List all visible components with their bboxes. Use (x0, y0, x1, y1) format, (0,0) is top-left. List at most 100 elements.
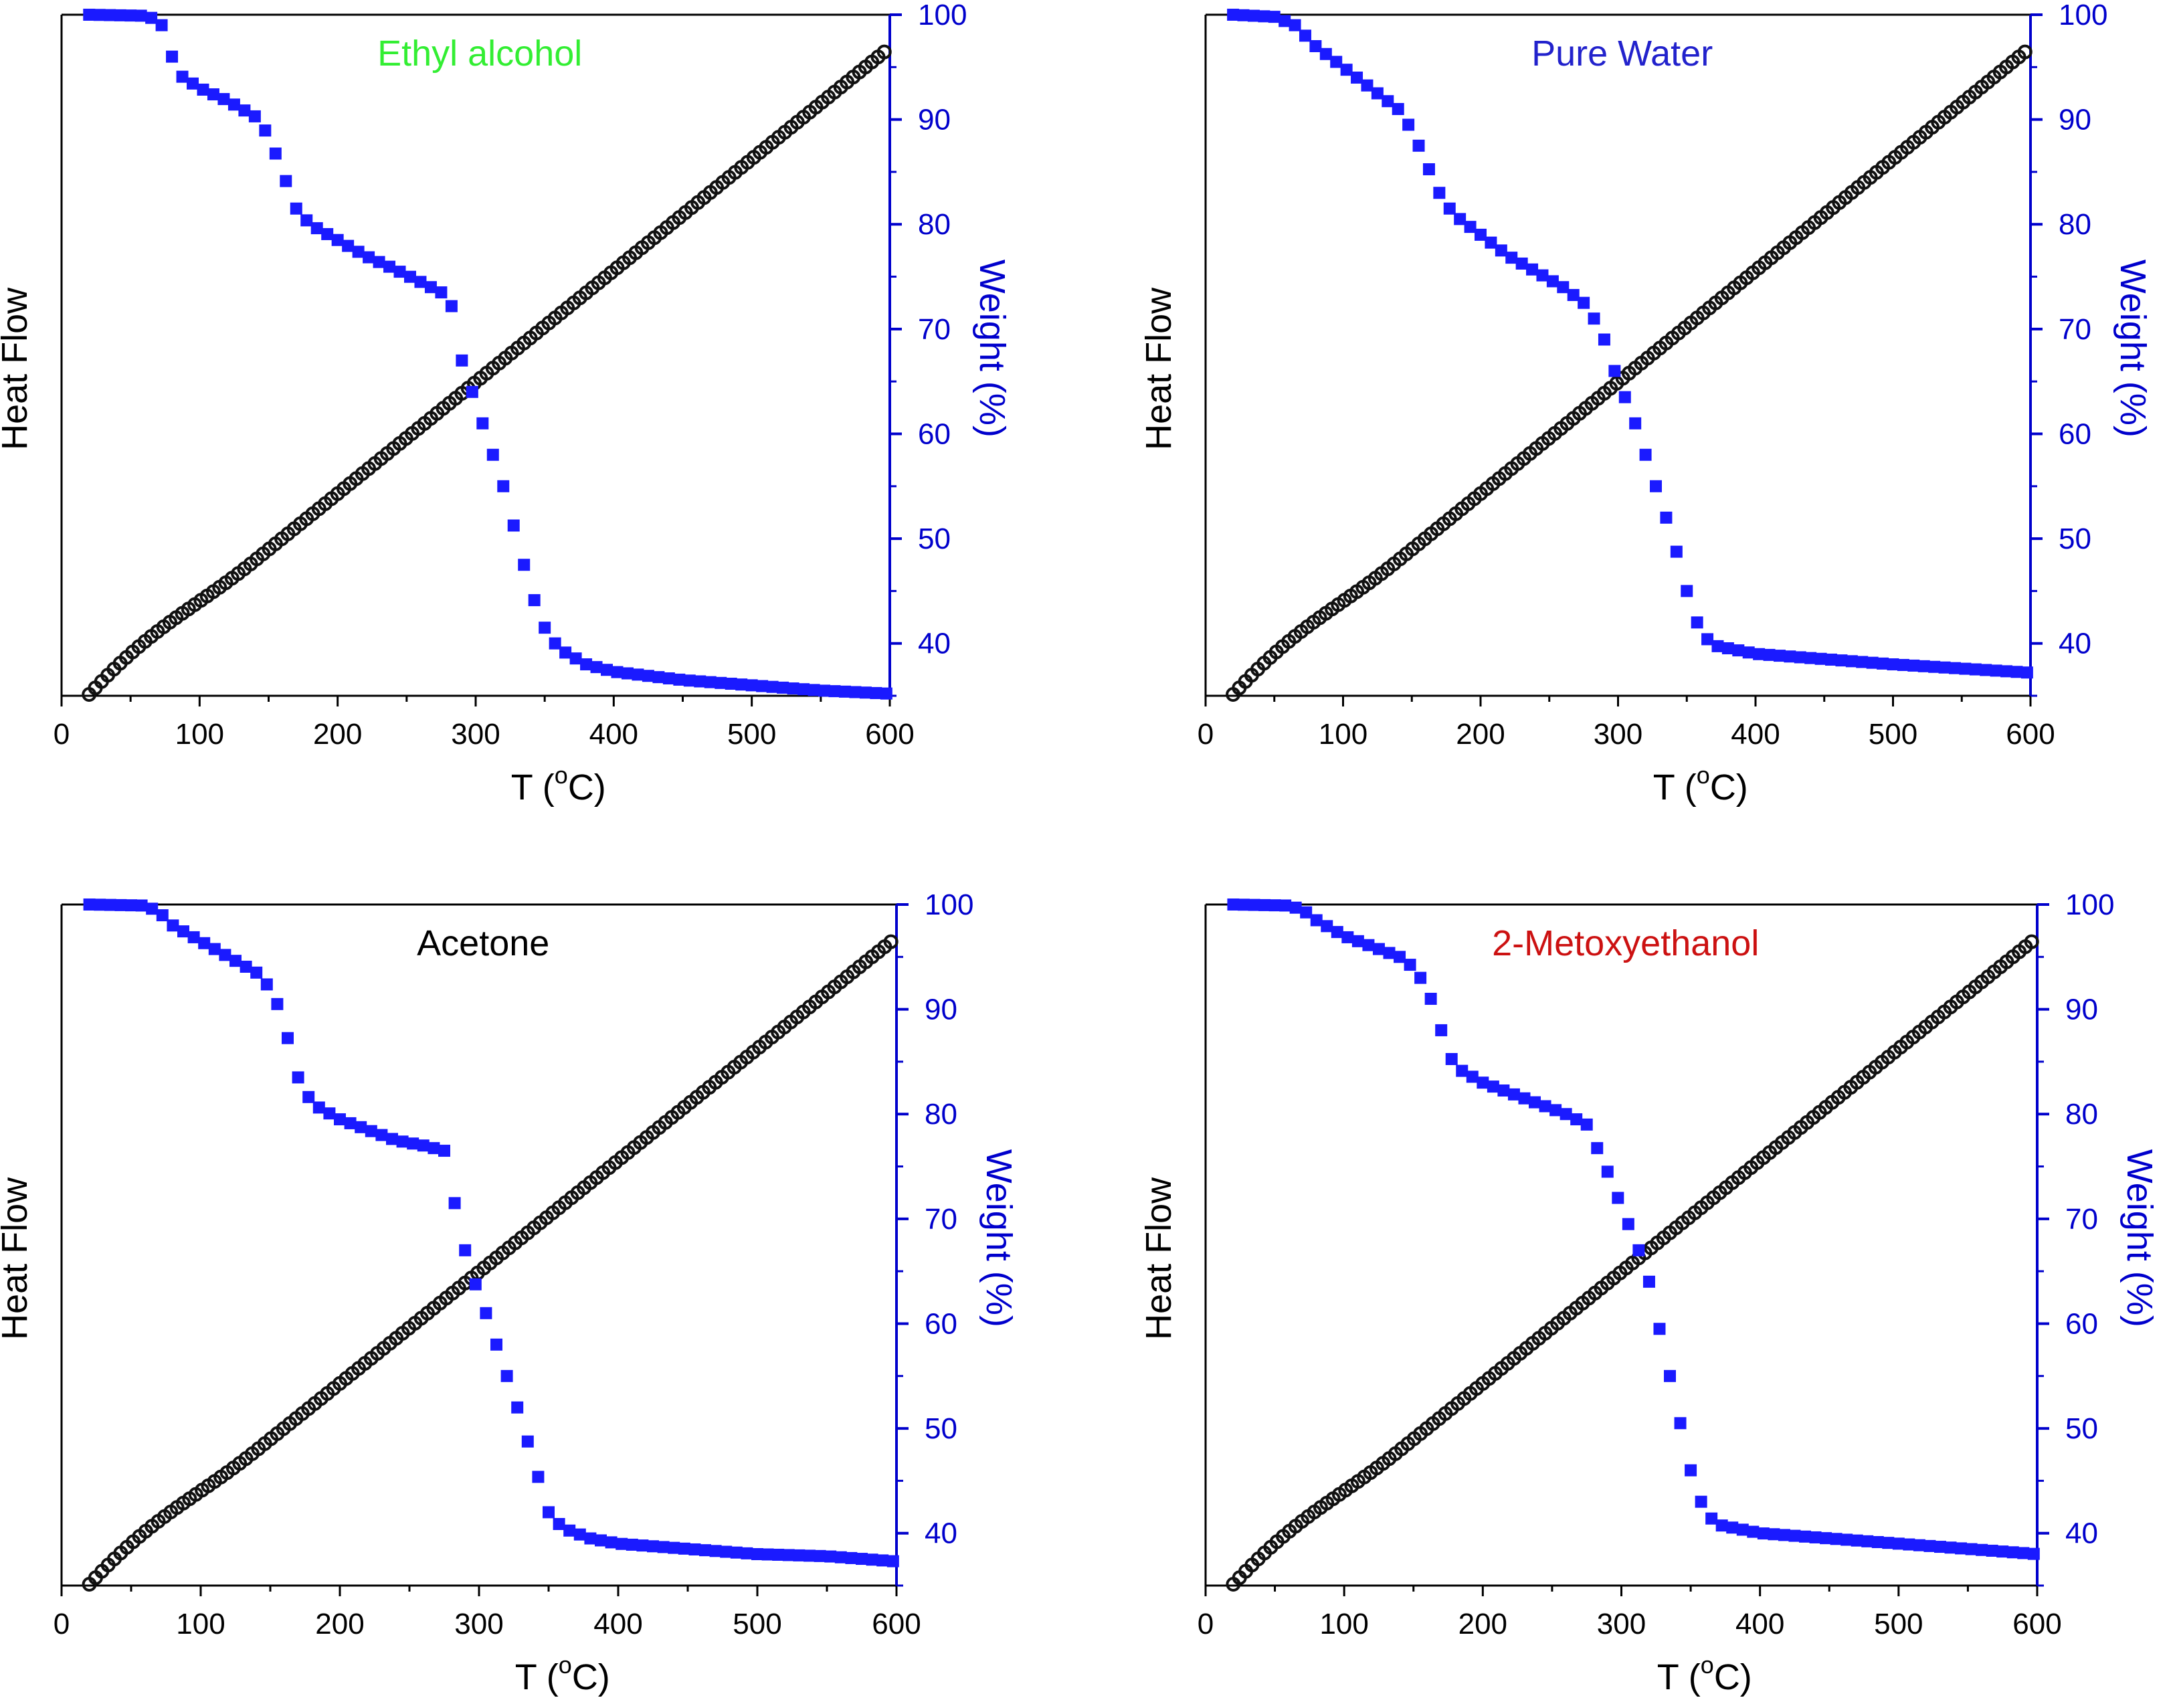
weight-point (1986, 1544, 1998, 1557)
weight-point (1372, 943, 1385, 955)
weight-point (1341, 931, 1354, 943)
weight-point (156, 909, 169, 922)
weight-point (1938, 661, 1951, 674)
weight-point (1560, 1108, 1572, 1121)
weight-point (824, 1550, 837, 1563)
x-axis-label: T (oC) (1657, 1651, 1752, 1697)
chart-panel-3: 0 100 200 300 400 500 600 40 50 60 70 80 90 100 T (oC)… (0, 888, 1019, 1697)
x-tick-label: 0 (1198, 718, 1214, 751)
weight-point (559, 646, 572, 659)
weight-point (1247, 9, 1260, 22)
weight-point (549, 637, 561, 650)
weight-point (849, 686, 862, 698)
weight-point (1851, 1534, 1863, 1547)
weight-point (459, 1244, 472, 1256)
weight-tick-label: 50 (2059, 523, 2091, 555)
weight-point (683, 674, 696, 687)
weight-point (1518, 1092, 1531, 1105)
weight-point (1578, 296, 1590, 309)
weight-point (1642, 1275, 1655, 1288)
weight-point (828, 685, 841, 698)
weight-tick-label: 90 (2059, 104, 2091, 136)
weight-point (1877, 657, 1889, 670)
weight-point (1990, 664, 2002, 677)
x-tick-label: 200 (1456, 718, 1505, 751)
panel-title: Pure Water (1531, 33, 1713, 74)
weight-point (1701, 633, 1714, 646)
weight-point (271, 998, 284, 1010)
weight-point (227, 98, 240, 111)
x-axis-label: T (oC) (511, 761, 606, 808)
weight-point (1955, 1542, 1968, 1555)
weight-point (793, 1549, 806, 1561)
weight-point (355, 1121, 367, 1133)
x-axis-label: T (oC) (515, 1651, 610, 1697)
weight-point (715, 676, 727, 689)
weight-point (1300, 906, 1313, 919)
weight-series (1227, 9, 2033, 679)
x-tick-label: 500 (1874, 1608, 1923, 1640)
weight-point (1392, 102, 1404, 115)
weight-point (1897, 658, 1909, 671)
heat-flow-point (876, 44, 892, 60)
weight-point (543, 1506, 555, 1519)
weight-point (2017, 1547, 2030, 1559)
weight-tick-label: 70 (2065, 1203, 2098, 1236)
weight-point (448, 1197, 461, 1210)
x-axis-label-sup: o (1697, 761, 1710, 789)
weight-point (772, 1548, 785, 1561)
weight-point (1382, 95, 1394, 108)
x-tick-label: 200 (1458, 1608, 1507, 1640)
weight-point (782, 1549, 795, 1561)
weight-point (302, 1090, 315, 1103)
x-tick-label: 0 (1198, 1608, 1214, 1640)
weight-point (331, 233, 344, 246)
x-tick-label: 200 (315, 1608, 364, 1640)
weight-point (1487, 1080, 1499, 1093)
weight-point (1454, 213, 1467, 225)
weight-point (1917, 660, 1930, 672)
weight-point (1404, 959, 1416, 971)
weight-point (1732, 644, 1745, 657)
weight-point (1763, 648, 1776, 661)
weight-point (1588, 312, 1600, 325)
weight-point (1856, 656, 1869, 668)
weight-point (1362, 939, 1375, 951)
weight-point (1892, 1537, 1905, 1550)
x-tick-label: 600 (2006, 718, 2055, 751)
weight-point (445, 300, 458, 312)
weight-point (1840, 1533, 1853, 1546)
weight-point (1422, 163, 1435, 176)
weight-point (1705, 1512, 1718, 1525)
weight-point (580, 658, 593, 671)
weight-point (135, 899, 148, 912)
weight-point (1866, 656, 1879, 669)
weight-point (292, 1071, 304, 1084)
panel-title: Acetone (417, 923, 549, 963)
weight-point (146, 903, 159, 915)
chart-panel-1: 0 100 200 300 400 500 600 40 50 60 70 80 90 100 T (oC)… (0, 0, 1012, 808)
weight-point (720, 1545, 733, 1558)
weight-point (1794, 651, 1806, 664)
x-axis-label-post: C) (568, 767, 606, 808)
weight-point (886, 1555, 899, 1568)
weight-point (217, 93, 230, 106)
weight-point (787, 682, 799, 695)
panel-title: 2-Metoxyethanol (1492, 923, 1759, 963)
weight-point (1515, 257, 1528, 270)
heat-flow-point (2017, 44, 2033, 60)
weight-point (383, 260, 396, 273)
heat-flow-point (883, 934, 899, 949)
weight-tick-label: 100 (918, 0, 967, 31)
weight-point (207, 88, 219, 101)
weight-point (662, 672, 675, 685)
weight-point (518, 559, 531, 571)
weight-point (880, 687, 892, 700)
weight-point (1536, 269, 1549, 282)
weight-point (417, 1139, 430, 1152)
weight-point (766, 680, 779, 693)
weight-point (1913, 1539, 1925, 1551)
weight-point (428, 1142, 440, 1155)
weight-point (777, 681, 789, 694)
weight-point (187, 77, 199, 90)
